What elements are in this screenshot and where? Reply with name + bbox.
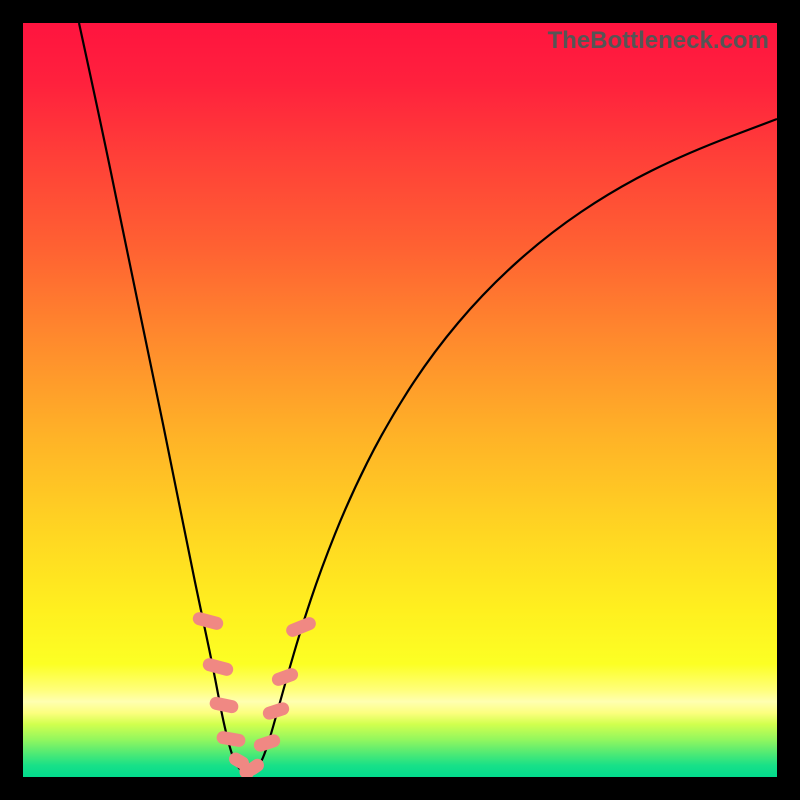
bottleneck-curve [79,23,777,774]
watermark-text: TheBottleneck.com [548,27,769,55]
curve-marker [285,616,317,638]
curve-marker [202,657,234,676]
plot-area: TheBottleneck.com [23,23,777,777]
curve-marker [209,696,239,714]
curve-marker [262,701,290,720]
outer-frame: TheBottleneck.com [0,0,800,800]
curve-marker [216,731,246,748]
curve-marker [253,733,281,752]
curve-marker [192,611,224,630]
curve-layer [23,23,777,777]
